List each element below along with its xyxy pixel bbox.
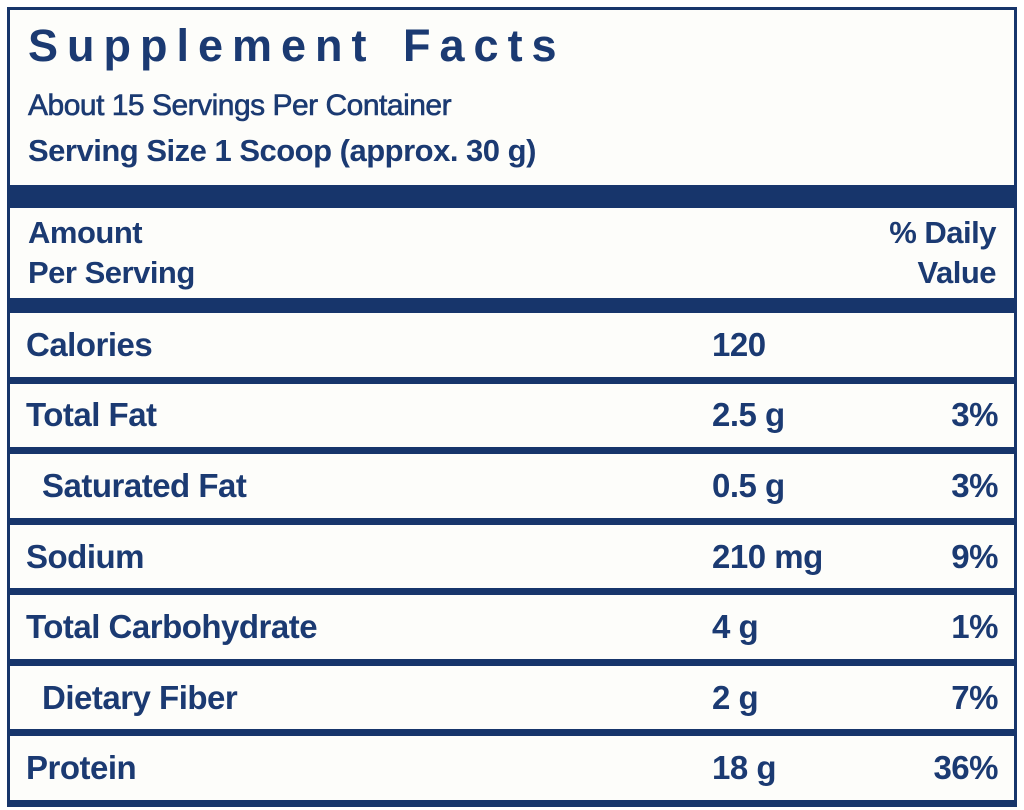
amount-header-line1: Amount	[28, 215, 143, 250]
nutrient-daily-value: 9%	[951, 537, 998, 575]
label-header-section: Supplement Facts About 15 Servings Per C…	[10, 10, 1014, 185]
nutrient-amount: 4 g	[712, 608, 759, 646]
row-separator	[10, 729, 1014, 737]
nutrient-name: Protein	[26, 749, 137, 787]
row-separator	[10, 658, 1014, 666]
nutrient-amount: 210 mg	[712, 537, 823, 575]
nutrient-amount: 120	[712, 325, 766, 363]
nutrient-amount: 2.5 g	[712, 396, 785, 434]
nutrient-name: Total Carbohydrate	[26, 608, 318, 646]
column-header-row: Amount Per Serving % Daily Value	[10, 208, 1014, 298]
daily-value-header-line2: Value	[917, 255, 997, 290]
nutrient-name: Dietary Fiber	[42, 678, 238, 716]
header-divider-bar	[10, 298, 1014, 313]
row-separator	[10, 447, 1014, 455]
nutrient-row: Dietary Fiber 2 g 7%	[10, 666, 1014, 730]
nutrient-name: Saturated Fat	[42, 466, 247, 504]
nutrient-row: Saturated Fat 0.5 g 3%	[10, 454, 1014, 518]
nutrient-daily-value: 36%	[933, 749, 998, 787]
serving-size: Serving Size 1 Scoop (approx. 30 g)	[28, 133, 536, 168]
nutrient-daily-value: 1%	[951, 608, 998, 646]
nutrient-row: Total Carbohydrate 4 g 1%	[10, 595, 1014, 659]
nutrient-name: Sodium	[26, 537, 145, 575]
nutrient-row: Calories 120	[10, 313, 1014, 377]
nutrient-name: Calories	[26, 325, 153, 363]
top-divider-bar	[10, 185, 1014, 208]
servings-per-container: About 15 Servings Per Container	[28, 89, 452, 123]
daily-value-header: % Daily Value	[889, 213, 996, 293]
supplement-facts-panel: Supplement Facts About 15 Servings Per C…	[7, 7, 1017, 807]
panel-title: Supplement Facts	[28, 20, 566, 71]
daily-value-header-line1: % Daily	[889, 215, 996, 250]
nutrient-amount: 0.5 g	[712, 466, 785, 504]
nutrient-row: Protein 18 g 36%	[10, 736, 1014, 800]
nutrient-amount: 2 g	[712, 678, 759, 716]
nutrient-row: Total Fat 2.5 g 3%	[10, 384, 1014, 448]
nutrient-daily-value: 3%	[951, 396, 998, 434]
nutrient-daily-value: 7%	[951, 678, 998, 716]
row-separator	[10, 517, 1014, 525]
amount-header-line2: Per Serving	[28, 255, 195, 290]
nutrient-daily-value: 3%	[951, 466, 998, 504]
nutrient-row: Sodium 210 mg 9%	[10, 525, 1014, 589]
amount-per-serving-header: Amount Per Serving	[28, 213, 195, 293]
nutrient-rows: Calories 120 Total Fat 2.5 g 3% Saturate…	[10, 313, 1014, 800]
nutrient-amount: 18 g	[712, 749, 777, 787]
nutrient-name: Total Fat	[26, 396, 157, 434]
row-separator	[10, 588, 1014, 596]
row-separator	[10, 376, 1014, 384]
